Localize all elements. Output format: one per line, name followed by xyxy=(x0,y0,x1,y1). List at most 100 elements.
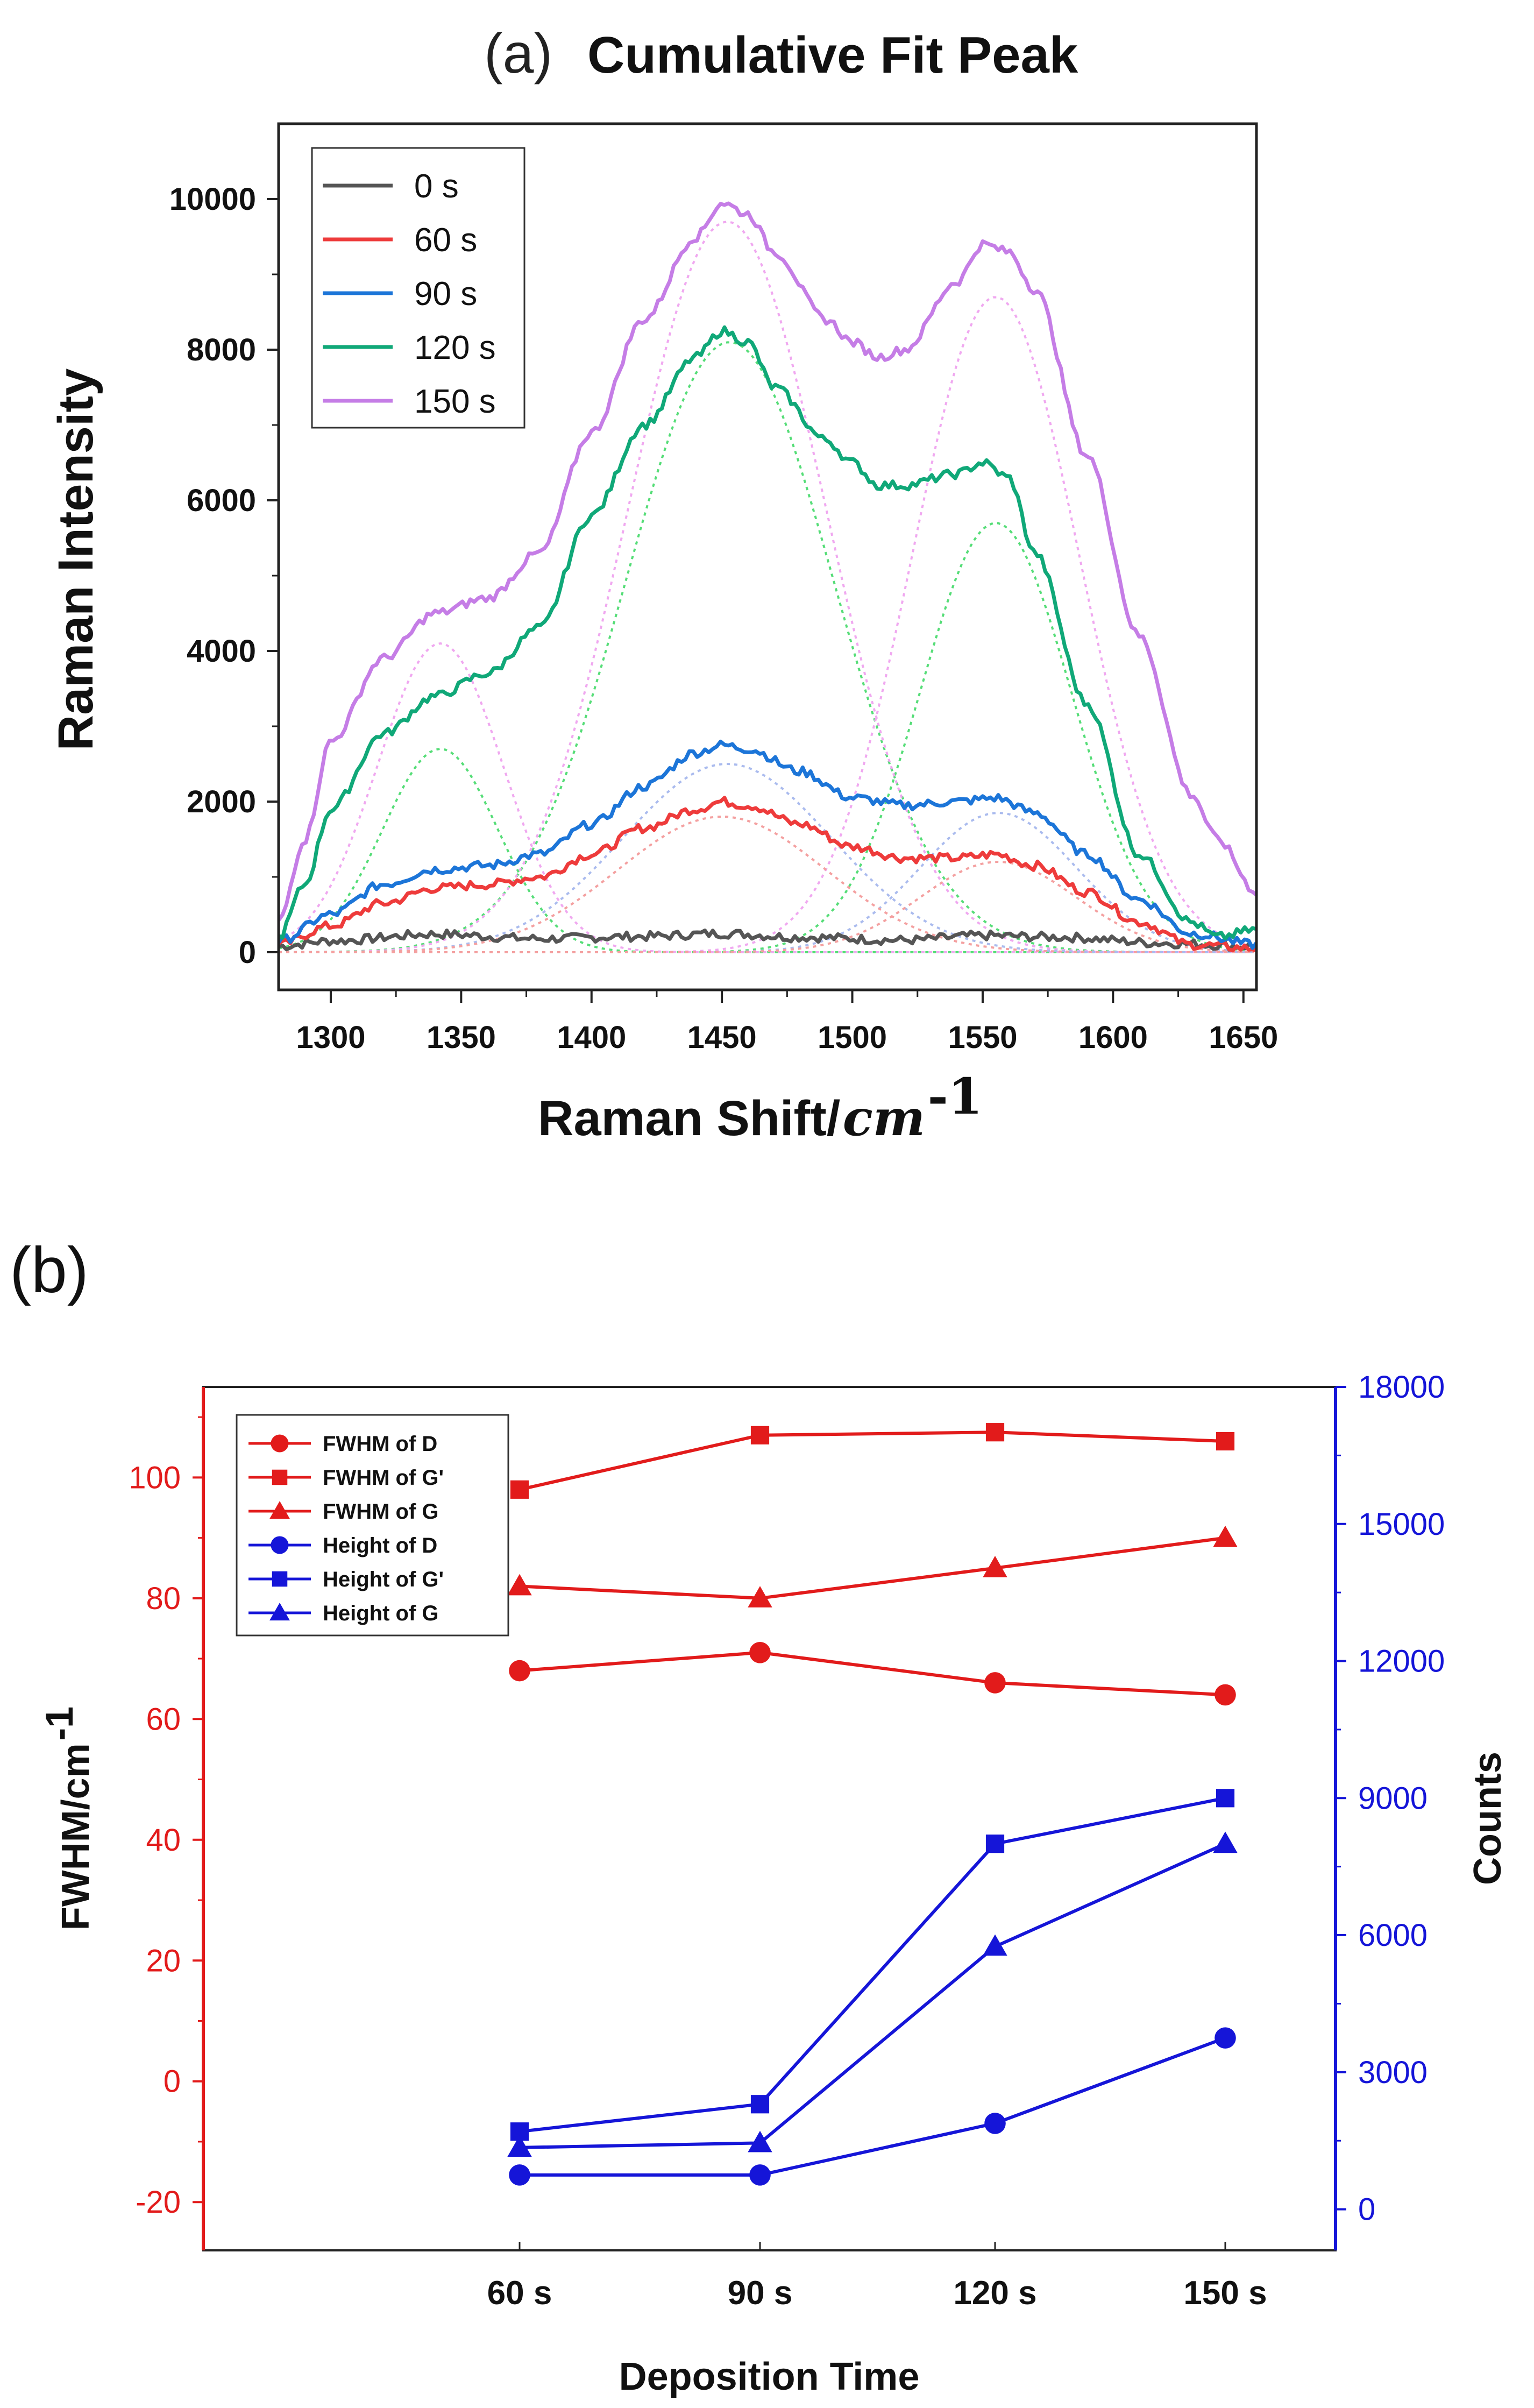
series-fwhm-of-g xyxy=(510,1423,1235,1499)
data-point-circle xyxy=(1215,2027,1236,2049)
left-axis-title-text: FWHM/cm xyxy=(54,1743,97,1930)
legend-a-item-150-s: 150 s xyxy=(323,383,496,420)
x-tick-label: 1400 xyxy=(557,1020,626,1055)
series-line xyxy=(519,1430,1226,1491)
data-point-square xyxy=(510,1480,529,1499)
data-point-square xyxy=(750,2095,770,2114)
right-tick-label: 9000 xyxy=(1358,1781,1428,1816)
x-tick-label: 120 s xyxy=(953,2275,1036,2312)
fit-curve-3 xyxy=(279,522,1254,953)
left-tick-label: 100 xyxy=(129,1460,181,1495)
legend-marker xyxy=(269,1603,290,1621)
panel-b-label: (b) xyxy=(10,1234,89,1306)
legend-b-item-height-of-g: Height of G xyxy=(248,1602,439,1625)
right-axis-b: 0 3000 6000 9000 12000 15000 18000 xyxy=(1336,1370,1445,2227)
x-axis-exponent: -1 xyxy=(928,1067,983,1125)
data-point-triangle xyxy=(983,1934,1007,1956)
data-point-square xyxy=(985,1423,1005,1442)
spectra-lines xyxy=(279,201,1256,953)
x-axis-title-b: Deposition Time xyxy=(619,2355,920,2398)
series-line-120-s xyxy=(279,325,1256,941)
right-tick-label: 18000 xyxy=(1358,1370,1445,1405)
plot-frame-a xyxy=(277,122,1258,991)
x-axis-a: 1300 1350 1400 1450 1500 1550 1600 1650 xyxy=(296,990,1278,1055)
legend-b: FWHM of D FWHM of G' FWHM of G Height of D H… xyxy=(236,1414,509,1637)
x-tick-label: 1300 xyxy=(296,1020,365,1055)
x-tick-label: 1600 xyxy=(1078,1020,1148,1055)
left-axis-title-exponent: -1 xyxy=(38,1706,81,1741)
legend-a-box xyxy=(311,147,525,429)
x-tick-label: 1450 xyxy=(687,1020,757,1055)
x-tick-label: 1500 xyxy=(818,1020,887,1055)
legend-b-item-fwhm-of-d: FWHM of D xyxy=(248,1432,437,1456)
x-tick-label: 1350 xyxy=(427,1020,496,1055)
series-line xyxy=(520,2036,1226,2177)
series-line xyxy=(519,1651,1226,1697)
y-tick-label: 8000 xyxy=(187,332,256,367)
right-tick-label: 15000 xyxy=(1358,1507,1445,1542)
data-point-triangle xyxy=(748,2130,772,2152)
fit-curve-2 xyxy=(279,341,1254,953)
legend-marker xyxy=(272,1571,288,1587)
legend-label: FWHM of D xyxy=(323,1432,437,1456)
legend-label: Height of G xyxy=(323,1602,439,1625)
series-fwhm-of-d xyxy=(509,1642,1236,1706)
data-point-square xyxy=(750,1426,770,1444)
data-point-triangle xyxy=(748,1586,772,1607)
data-point-circle xyxy=(509,1660,530,1682)
legend-b-item-height-of-g: Height of G' xyxy=(248,1568,444,1591)
series-line-0-s xyxy=(279,929,1256,952)
x-tick-label: 1650 xyxy=(1209,1020,1278,1055)
data-point-circle xyxy=(749,2164,771,2186)
legend-marker xyxy=(272,1469,288,1485)
x-tick-label: 90 s xyxy=(728,2275,793,2312)
x-tick-label: 150 s xyxy=(1183,2275,1267,2312)
legend-label: 120 s xyxy=(414,329,496,366)
legend-label: Height of D xyxy=(323,1534,437,1557)
legend-label: 150 s xyxy=(414,383,496,420)
series-line xyxy=(519,1842,1226,2149)
series-fwhm-of-g xyxy=(507,1525,1238,1607)
data-point-triangle xyxy=(1213,1831,1238,1853)
legend-a-item-60-s: 60 s xyxy=(323,222,477,259)
left-axis-b: -20 0 20 40 60 80 100 xyxy=(129,1416,203,2220)
right-tick-label: 3000 xyxy=(1358,2055,1428,2090)
fit-curve-9 xyxy=(279,815,1254,953)
series-line-60-s xyxy=(279,796,1256,953)
left-tick-label: 80 xyxy=(146,1581,181,1616)
left-tick-label: 20 xyxy=(146,1943,181,1978)
panel-a-title: Cumulative Fit Peak xyxy=(587,26,1078,84)
legend-label: Height of G' xyxy=(323,1568,444,1591)
data-point-circle xyxy=(509,2164,530,2186)
left-tick-label: 60 xyxy=(146,1702,181,1737)
y-tick-label: 10000 xyxy=(169,182,256,217)
data-point-circle xyxy=(1215,1684,1236,1706)
y-axis-a: 0 2000 4000 6000 8000 10000 xyxy=(169,182,279,970)
series-b xyxy=(507,1423,1238,2186)
legend-marker xyxy=(271,1434,289,1453)
data-point-square xyxy=(985,1835,1005,1853)
legend-a: 0 s 60 s 90 s 120 s 150 s xyxy=(311,147,525,429)
data-point-square xyxy=(1216,1432,1235,1451)
legend-a-item-0-s: 0 s xyxy=(323,168,459,205)
legend-label: 0 s xyxy=(414,168,459,205)
panel-b: (b) -20 0 20 40 60 80 100 0 3000 6000 9000 12000 15… xyxy=(10,1234,1509,2398)
data-point-circle xyxy=(984,2113,1006,2134)
legend-label: FWHM of G xyxy=(323,1500,439,1524)
legend-a-item-90-s: 90 s xyxy=(323,275,477,313)
fit-curve-4 xyxy=(279,642,1254,953)
x-axis-unit: cm xyxy=(843,1089,925,1147)
left-axis-title: FWHM/cm -1 xyxy=(38,1706,97,1930)
left-tick-label: -20 xyxy=(136,2185,181,2220)
series-height-of-d xyxy=(509,2027,1236,2186)
series-line xyxy=(519,1536,1226,1600)
x-axis-b: 60 s 90 s 120 s 150 s xyxy=(487,2242,1267,2312)
series-height-of-g xyxy=(510,1789,1235,2141)
data-point-triangle xyxy=(1213,1525,1238,1547)
x-tick-label: 1550 xyxy=(948,1020,1017,1055)
fit-curve-8 xyxy=(279,811,1254,953)
data-point-triangle xyxy=(507,1574,532,1596)
right-axis-title: Counts xyxy=(1466,1752,1509,1885)
legend-marker xyxy=(271,1536,289,1554)
